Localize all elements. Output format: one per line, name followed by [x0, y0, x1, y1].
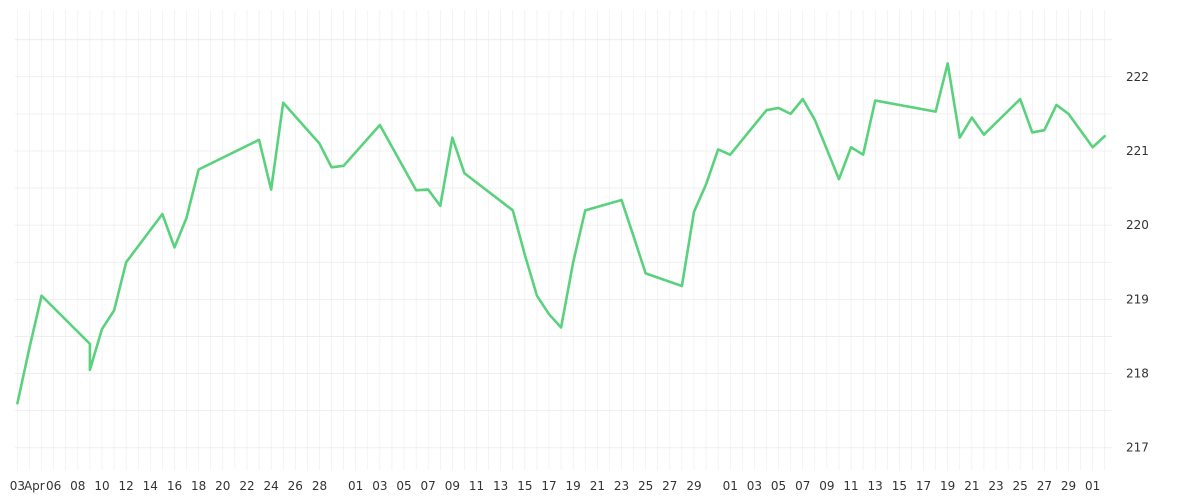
y-tick-label: 217 — [1126, 441, 1149, 455]
x-tick-label: 08 — [70, 479, 85, 493]
x-tick-label: 01 — [1085, 479, 1100, 493]
x-tick-label: 13 — [493, 479, 508, 493]
x-tick-label: 05 — [771, 479, 786, 493]
x-tick-label: 25 — [1013, 479, 1028, 493]
x-tick-label: 15 — [517, 479, 532, 493]
x-tick-label: 09 — [819, 479, 834, 493]
y-axis: 217 218 219 220 221 222 — [1126, 70, 1149, 455]
x-tick-label: 16 — [167, 479, 182, 493]
series-layer — [16, 62, 1107, 405]
x-tick-label: 11 — [843, 479, 858, 493]
x-tick-label: 01 — [348, 479, 363, 493]
x-tick-label: 29 — [1061, 479, 1076, 493]
x-tick-label: 07 — [795, 479, 810, 493]
x-tick-label: 03 — [10, 479, 25, 493]
x-tick-label: 19 — [566, 479, 581, 493]
x-tick-label: 10 — [94, 479, 109, 493]
x-tick-label: 06 — [46, 479, 61, 493]
x-tick-label: 05 — [396, 479, 411, 493]
x-tick-label: 17 — [916, 479, 931, 493]
x-tick-label: 03 — [372, 479, 387, 493]
x-tick-label: 27 — [1037, 479, 1052, 493]
x-tick-label: 21 — [590, 479, 605, 493]
x-tick-label: 14 — [143, 479, 158, 493]
x-tick-label: 22 — [239, 479, 254, 493]
x-tick-label: 20 — [215, 479, 230, 493]
y-tick-label: 222 — [1126, 70, 1149, 84]
y-tick-label: 219 — [1126, 292, 1149, 306]
x-tick-label: 17 — [541, 479, 556, 493]
x-tick-label: 19 — [940, 479, 955, 493]
x-tick-label: 15 — [892, 479, 907, 493]
y-tick-label: 220 — [1126, 218, 1149, 232]
series-line — [16, 62, 1107, 405]
x-tick-label: 12 — [119, 479, 134, 493]
x-tick-label: 24 — [263, 479, 278, 493]
grid — [15, 10, 1112, 470]
x-tick-label: 23 — [988, 479, 1003, 493]
x-tick-label: 29 — [686, 479, 701, 493]
x-tick-label: Apr — [24, 479, 45, 493]
x-tick-label: 01 — [723, 479, 738, 493]
x-tick-label: 23 — [614, 479, 629, 493]
x-tick-label: 28 — [312, 479, 327, 493]
x-tick-label: 26 — [288, 479, 303, 493]
y-tick-label: 221 — [1126, 144, 1149, 158]
x-tick-label: 18 — [191, 479, 206, 493]
x-tick-label: 11 — [469, 479, 484, 493]
x-tick-label: 13 — [868, 479, 883, 493]
x-tick-label: 27 — [662, 479, 677, 493]
y-tick-label: 218 — [1126, 367, 1149, 381]
x-tick-label: 03 — [747, 479, 762, 493]
x-tick-label: 25 — [638, 479, 653, 493]
x-tick-label: 09 — [445, 479, 460, 493]
x-tick-label: 07 — [421, 479, 436, 493]
x-tick-label: 21 — [964, 479, 979, 493]
